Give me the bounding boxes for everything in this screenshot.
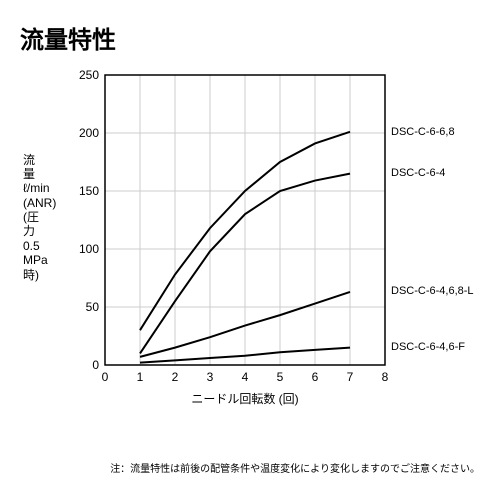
svg-text:200: 200	[79, 126, 99, 140]
svg-text:50: 50	[86, 300, 100, 314]
svg-text:250: 250	[79, 68, 99, 82]
svg-text:0: 0	[92, 358, 99, 372]
svg-text:4: 4	[242, 370, 249, 384]
y-axis-label-line: 流	[23, 153, 56, 167]
svg-text:2: 2	[172, 370, 179, 384]
chart-title: 流量特性	[20, 20, 116, 55]
svg-text:3: 3	[207, 370, 214, 384]
svg-text:5: 5	[277, 370, 284, 384]
svg-text:ニードル回転数 (回): ニードル回転数 (回)	[191, 391, 298, 406]
y-axis-label-line: 0.5	[23, 239, 56, 253]
y-axis-label-line: 力	[23, 224, 56, 238]
y-axis-label: 流量ℓ/min(ANR)(圧力0.5MPa時)	[23, 153, 56, 283]
y-axis-label-line: ℓ/min	[23, 181, 56, 195]
y-axis-label-line: (圧	[23, 210, 56, 224]
svg-text:0: 0	[102, 370, 109, 384]
svg-text:6: 6	[312, 370, 319, 384]
y-axis-label-line: (ANR)	[23, 196, 56, 210]
series-label: DSC-C-6-6,8	[391, 126, 455, 138]
svg-text:100: 100	[79, 242, 99, 256]
series-label: DSC-C-6-4	[391, 167, 445, 179]
series-label: DSC-C-6-4,6,8-L	[391, 285, 474, 297]
y-axis-label-line: MPa	[23, 253, 56, 267]
svg-text:150: 150	[79, 184, 99, 198]
svg-text:7: 7	[347, 370, 354, 384]
y-axis-label-line: 時)	[23, 268, 56, 282]
svg-text:8: 8	[382, 370, 389, 384]
footnote: 注：流量特性は前後の配管条件や温度変化により変化しますのでご注意ください。	[110, 460, 480, 475]
series-label: DSC-C-6-4,6-F	[391, 341, 465, 353]
chart-area: 0 1 2 3 4 5 6 7 8 0 50 100 150 200 250 ニードル回転数 (回) 流量ℓ/…	[20, 60, 480, 430]
y-axis-label-line: 量	[23, 167, 56, 181]
svg-text:1: 1	[137, 370, 144, 384]
